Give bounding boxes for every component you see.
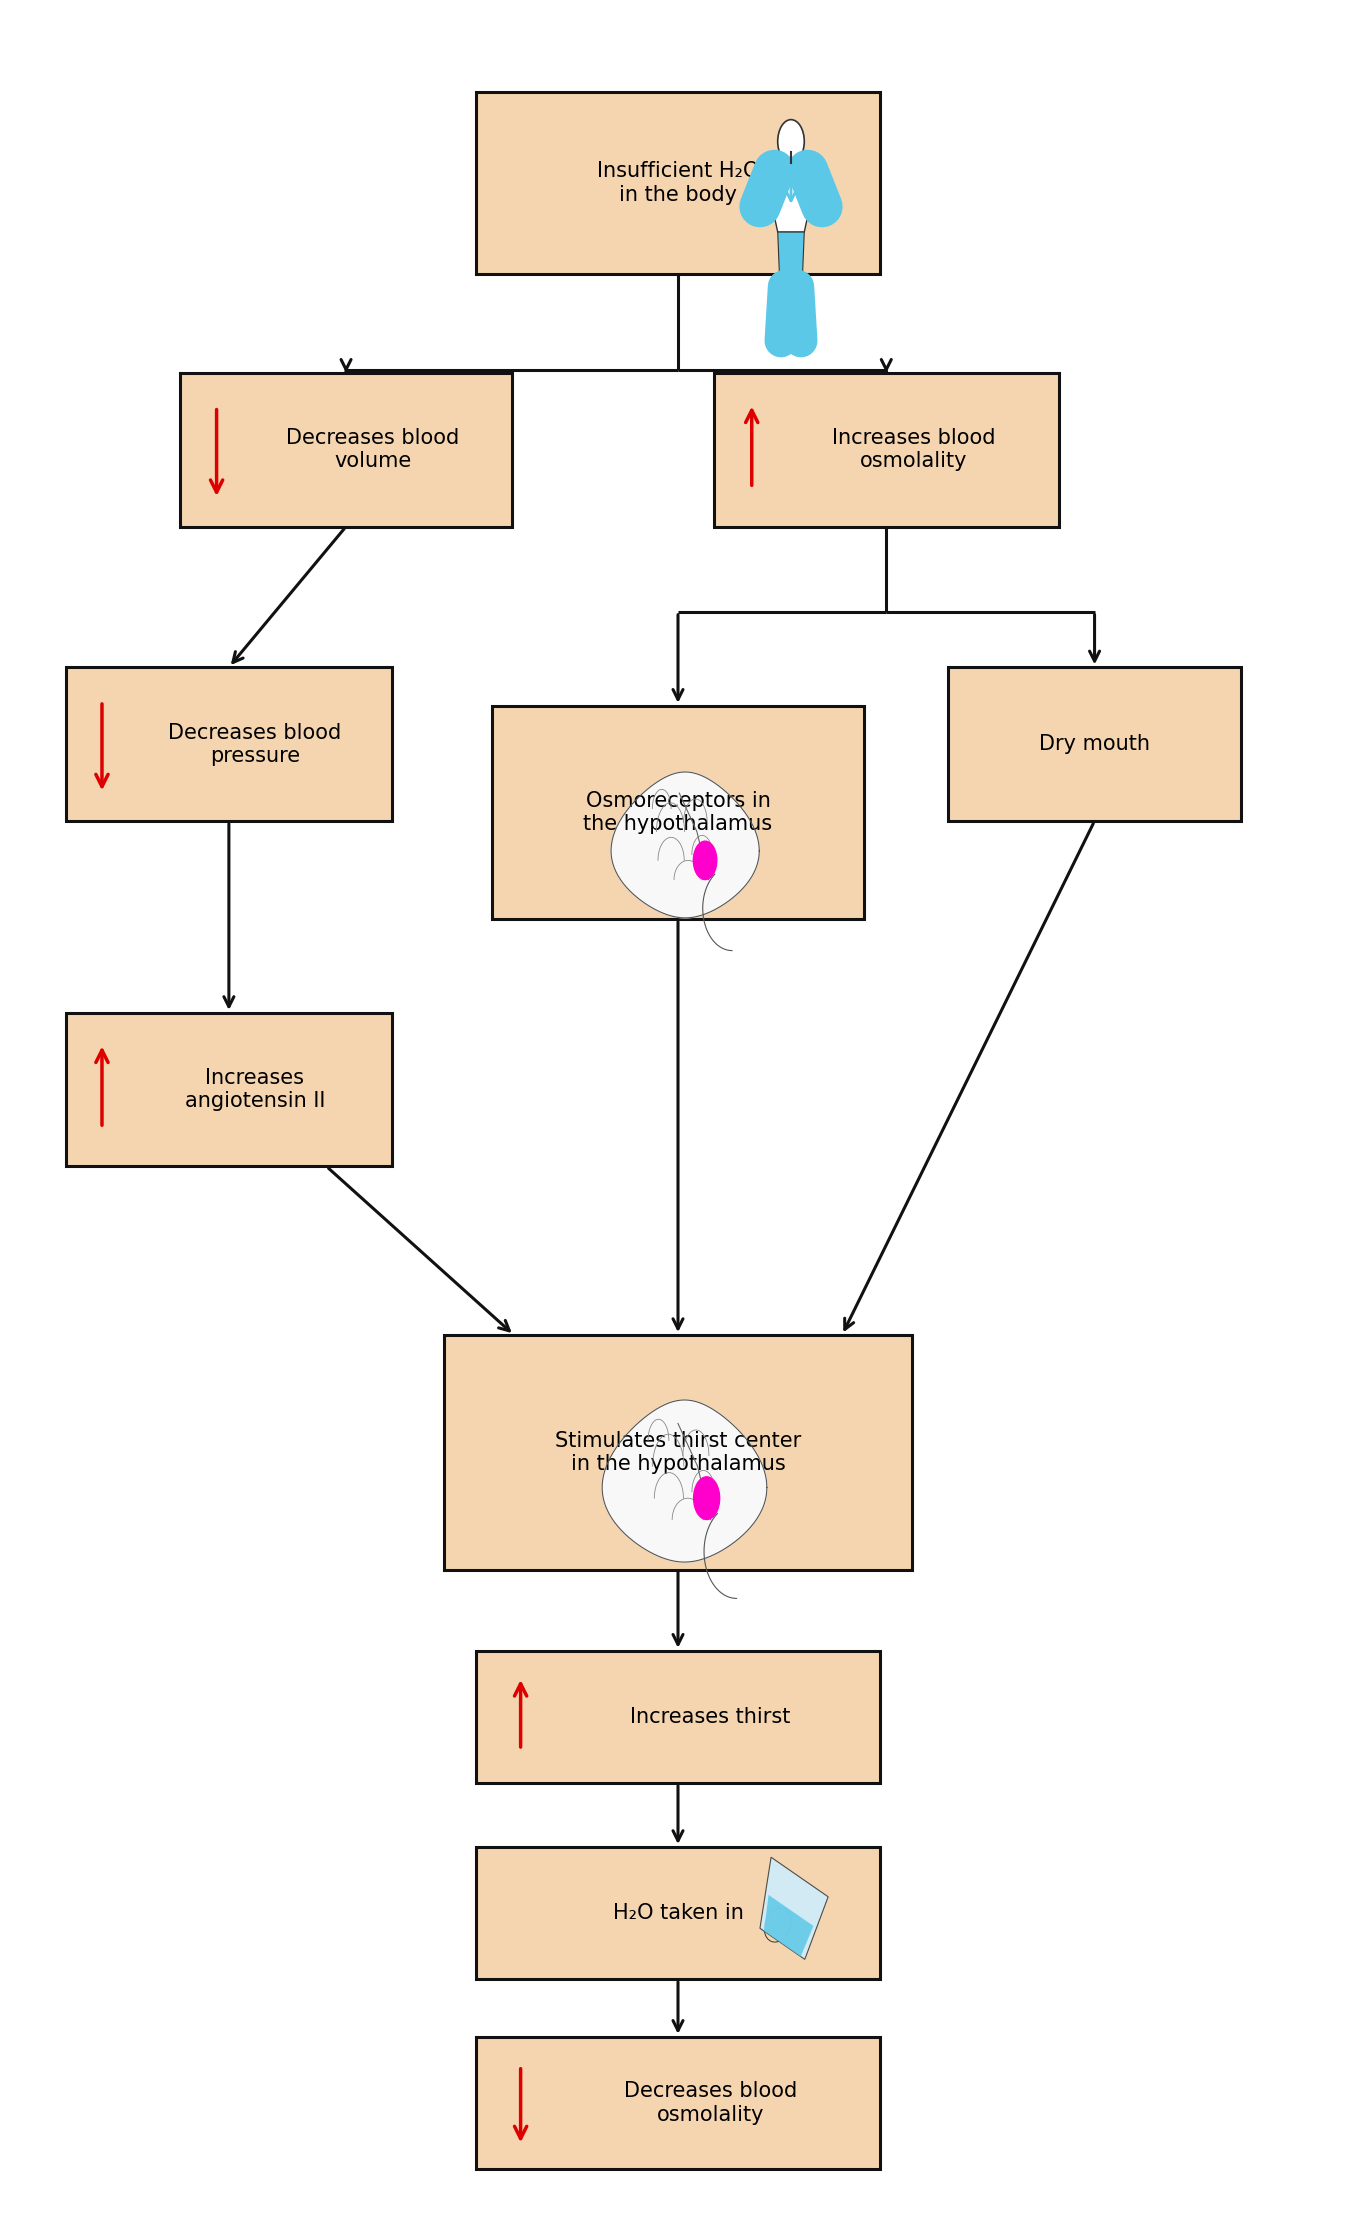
Polygon shape: [772, 162, 811, 231]
Text: Decreases blood
osmolality: Decreases blood osmolality: [624, 2082, 797, 2124]
FancyBboxPatch shape: [492, 707, 864, 920]
Circle shape: [778, 120, 804, 162]
FancyBboxPatch shape: [476, 93, 880, 273]
Polygon shape: [763, 1895, 814, 1958]
FancyBboxPatch shape: [66, 1013, 392, 1167]
Text: Decreases blood
pressure: Decreases blood pressure: [168, 722, 342, 767]
Text: H₂O taken in: H₂O taken in: [613, 1902, 743, 1922]
Text: Stimulates thirst center
in the hypothalamus: Stimulates thirst center in the hypothal…: [555, 1431, 801, 1473]
Polygon shape: [778, 231, 804, 287]
Text: Insufficient H₂O
in the body: Insufficient H₂O in the body: [597, 162, 759, 204]
Circle shape: [693, 842, 717, 880]
FancyBboxPatch shape: [443, 1335, 913, 1569]
Text: Increases blood
osmolality: Increases blood osmolality: [833, 429, 995, 471]
Text: Osmoreceptors in
the hypothalamus: Osmoreceptors in the hypothalamus: [583, 791, 773, 833]
Text: Dry mouth: Dry mouth: [1039, 733, 1150, 753]
FancyBboxPatch shape: [476, 2038, 880, 2169]
Text: Increases
angiotensin II: Increases angiotensin II: [184, 1069, 325, 1111]
Ellipse shape: [765, 1909, 791, 1942]
Polygon shape: [759, 1858, 829, 1960]
FancyBboxPatch shape: [948, 667, 1241, 820]
Circle shape: [694, 1478, 720, 1520]
FancyBboxPatch shape: [713, 373, 1059, 527]
Text: Decreases blood
volume: Decreases blood volume: [286, 429, 460, 471]
FancyBboxPatch shape: [66, 667, 392, 820]
FancyBboxPatch shape: [476, 1651, 880, 1782]
Text: Increases thirst: Increases thirst: [631, 1706, 791, 1726]
Polygon shape: [612, 771, 759, 918]
FancyBboxPatch shape: [180, 373, 513, 527]
FancyBboxPatch shape: [476, 1846, 880, 1980]
Polygon shape: [602, 1400, 767, 1562]
